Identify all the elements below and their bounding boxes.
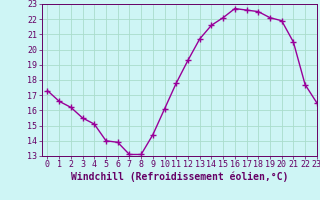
X-axis label: Windchill (Refroidissement éolien,°C): Windchill (Refroidissement éolien,°C) (70, 172, 288, 182)
